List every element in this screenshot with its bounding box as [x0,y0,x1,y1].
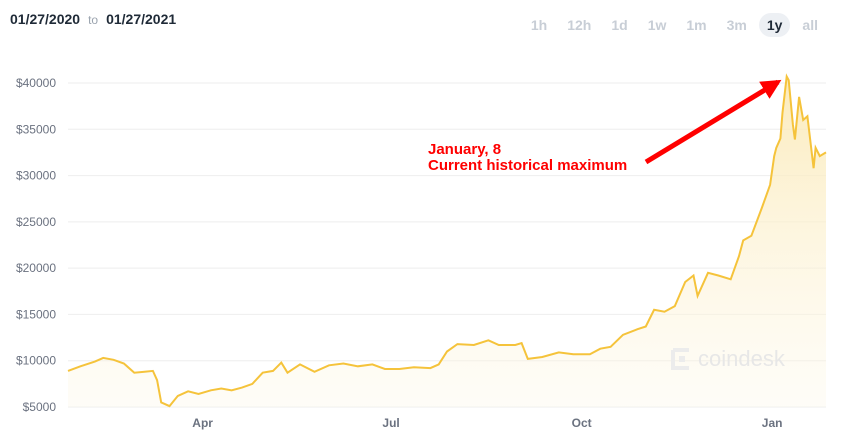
annotation-label: January, 8 Current historical maximum [428,142,627,174]
watermark-text: coindesk [698,346,785,371]
y-tick-label: $10000 [16,354,56,368]
x-tick-label: Oct [572,416,592,430]
range-tab-1w[interactable]: 1w [640,13,675,37]
coindesk-logo-icon [671,348,689,370]
annotation-text: Current historical maximum [428,157,628,174]
y-tick-label: $25000 [16,215,56,229]
y-tick-label: $35000 [16,122,56,136]
x-axis: Apr Jul Oct Jan [192,416,782,430]
x-tick-label: Apr [192,416,213,430]
x-tick-label: Jul [382,416,399,430]
range-tab-12h[interactable]: 12h [559,13,599,37]
y-tick-label: $5000 [23,400,57,414]
range-tab-1y[interactable]: 1y [758,13,791,37]
range-tab-all[interactable]: all [794,13,826,37]
x-tick-label: Jan [762,416,783,430]
price-line [67,73,827,408]
time-range-tabs: 1h 12h 1d 1w 1m 3m 1y all [523,13,826,37]
range-tab-1h[interactable]: 1h [523,13,555,37]
y-tick-label: $20000 [16,261,56,275]
range-tab-1d[interactable]: 1d [603,13,635,37]
annotation-date: January, 8 [428,141,502,158]
y-tick-label: $40000 [16,76,56,90]
from-date[interactable]: 01/27/2020 [10,11,81,27]
to-label: to [88,13,99,27]
date-range: 01/27/2020 to 01/27/2021 [10,11,176,27]
range-tab-1m[interactable]: 1m [678,13,714,37]
range-tab-3m[interactable]: 3m [719,13,755,37]
coindesk-watermark: coindesk [670,346,785,372]
y-tick-label: $15000 [16,307,56,321]
to-date[interactable]: 01/27/2021 [106,11,177,27]
annotation-arrow [644,79,782,165]
y-axis: $5000 $10000 $15000 $20000 $25000 $30000 $3500… [16,76,56,414]
price-area [68,76,826,407]
y-tick-label: $30000 [16,169,56,183]
